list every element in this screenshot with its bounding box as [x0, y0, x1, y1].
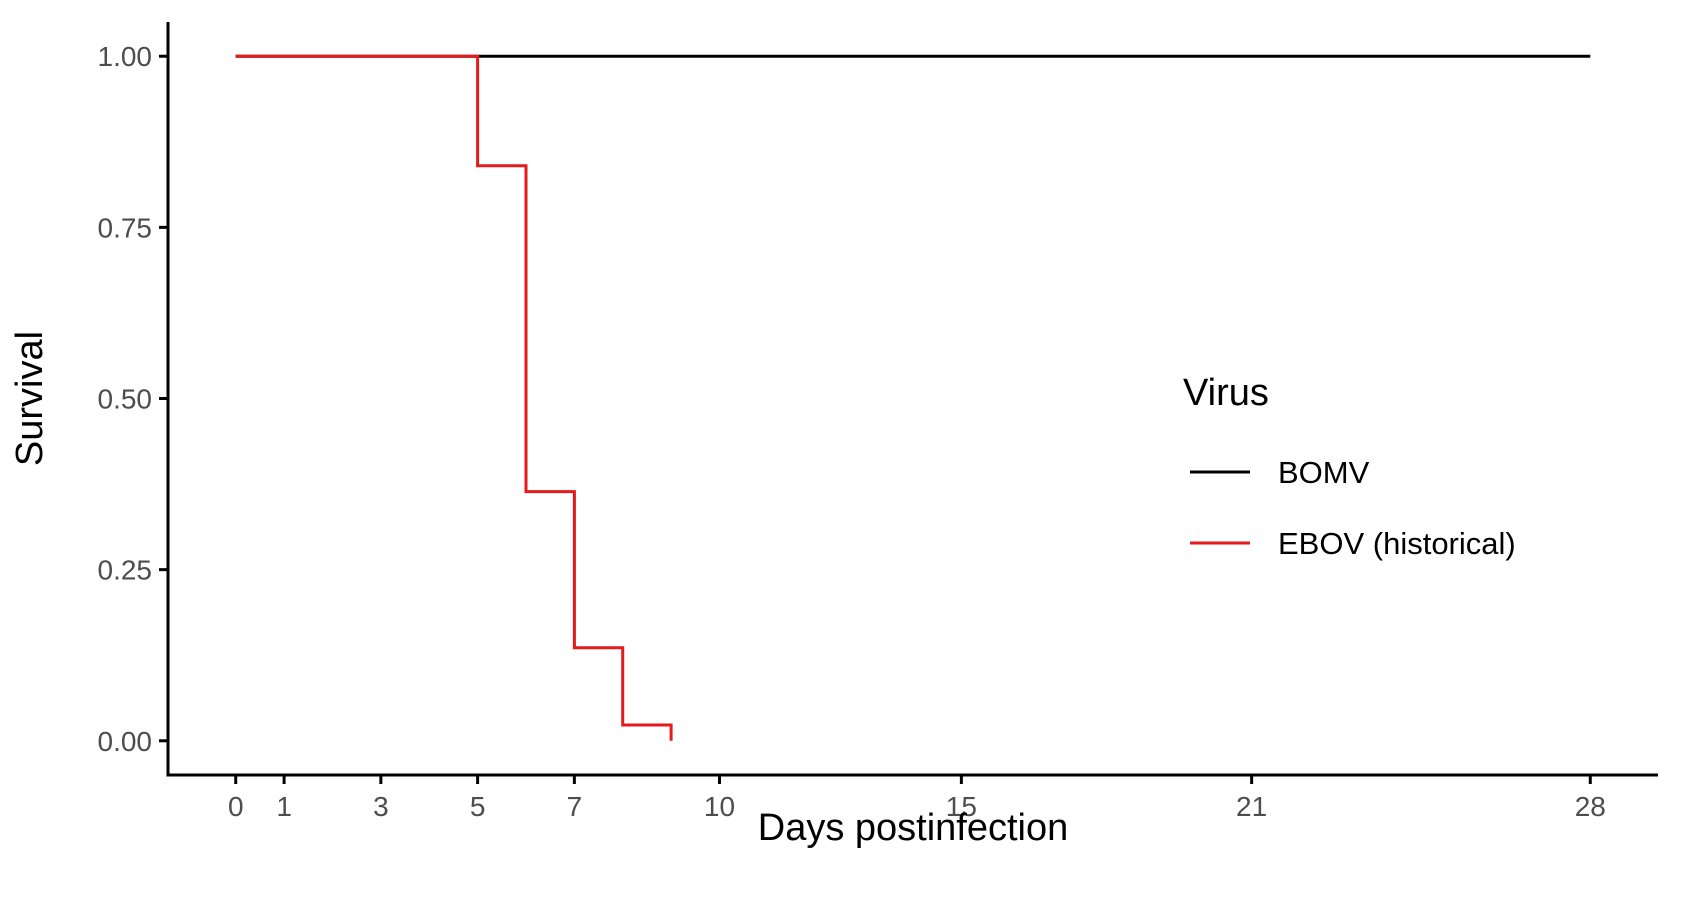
y-tick-label: 1.00	[98, 41, 153, 72]
x-tick-label: 3	[373, 791, 389, 822]
legend-items: BOMV EBOV (historical)	[1190, 455, 1516, 561]
x-tick-label: 7	[567, 791, 583, 822]
x-tick-label: 10	[704, 791, 735, 822]
x-tick-label: 21	[1236, 791, 1267, 822]
legend-label: BOMV	[1278, 455, 1370, 490]
y-tick-label: 0.50	[98, 384, 153, 415]
series-layer	[235, 54, 1591, 741]
y-axis-ticks: 0.00 0.25 0.50 0.75 1.00	[98, 41, 168, 757]
legend-label: EBOV (historical)	[1278, 526, 1516, 561]
y-tick-label: 0.25	[98, 555, 153, 586]
x-tick-label: 0	[228, 791, 244, 822]
y-tick-label: 0.75	[98, 212, 153, 243]
legend: Virus BOMV EBOV (historical)	[1183, 372, 1516, 561]
y-tick-label: 0.00	[98, 726, 153, 757]
y-axis-title: Survival	[9, 331, 51, 466]
axis-layer: 0.00 0.25 0.50 0.75 1.00 0 1 3 5 7 10 15 21 28	[98, 22, 1658, 822]
legend-title: Virus	[1183, 372, 1269, 414]
x-tick-label: 28	[1575, 791, 1606, 822]
x-tick-label: 15	[946, 791, 977, 822]
series-line-2	[235, 54, 673, 741]
x-tick-label: 5	[470, 791, 486, 822]
x-tick-label: 1	[276, 791, 292, 822]
x-axis-title: Days postinfection	[758, 807, 1069, 849]
x-axis-ticks: 0 1 3 5 7 10 15 21 28	[228, 775, 1606, 822]
